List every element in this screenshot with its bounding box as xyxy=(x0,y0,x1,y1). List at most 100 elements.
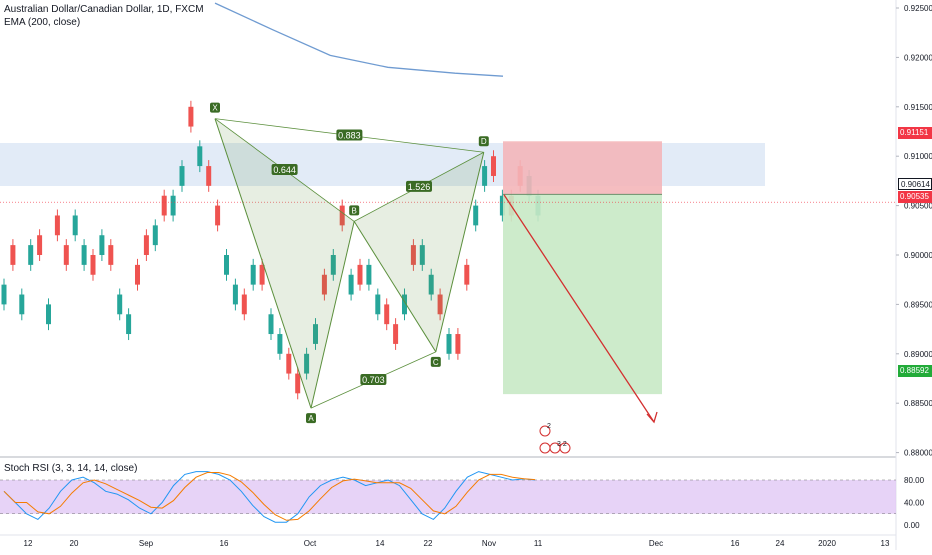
time-tick-label: 13 xyxy=(881,539,890,548)
pattern-point-badge xyxy=(306,413,316,424)
time-tick-label: 20 xyxy=(70,539,79,548)
candle-body xyxy=(81,245,87,265)
ratio-label-1: 0.703 xyxy=(362,375,385,385)
symbol-legend[interactable]: Australian Dollar/Canadian Dollar, 1D, F… xyxy=(4,4,204,15)
target-price-tag: 0.88592 xyxy=(898,365,932,377)
stop-loss-zone xyxy=(503,141,662,195)
time-tick-label: Oct xyxy=(304,539,317,548)
candle-body xyxy=(206,166,212,186)
candle-body xyxy=(143,235,149,255)
current-price-tag: 0.90614 xyxy=(898,178,932,190)
event-icon xyxy=(559,442,571,454)
time-tick-label: 24 xyxy=(776,539,785,548)
ema-legend[interactable]: EMA (200, close) xyxy=(4,17,81,28)
price-tick-label: 0.91500 xyxy=(904,103,932,112)
candle-body xyxy=(37,235,43,255)
pattern-leg xyxy=(214,118,312,409)
candle-body xyxy=(473,205,479,226)
time-tick-label: 16 xyxy=(220,539,229,548)
candle-body xyxy=(28,245,34,265)
event-icon xyxy=(539,425,551,437)
price-tick-label: 0.89000 xyxy=(904,350,932,359)
time-tick-label: 11 xyxy=(534,539,543,548)
candle-body xyxy=(499,195,505,216)
time-tick-label: Dec xyxy=(649,539,663,548)
candle-body xyxy=(491,156,496,176)
candle-body xyxy=(135,264,140,285)
candle-body xyxy=(19,294,25,315)
candle-body xyxy=(117,294,123,315)
candle-body xyxy=(402,294,407,315)
candle-body xyxy=(384,304,390,325)
candle-body xyxy=(250,264,256,285)
candle-body xyxy=(197,146,203,167)
candle-body xyxy=(232,284,238,305)
candle-body xyxy=(330,255,336,275)
candle-body xyxy=(482,166,488,186)
candle-body xyxy=(108,245,114,265)
candle-body xyxy=(295,373,301,394)
stoch-rsi-legend[interactable]: Stoch RSI (3, 3, 14, 14, close) xyxy=(4,463,138,474)
candle-body xyxy=(428,274,434,295)
candle-body xyxy=(54,215,60,236)
pattern-point-C: C xyxy=(433,358,439,367)
price-tick-label: 0.91000 xyxy=(904,152,932,161)
candle-body xyxy=(437,294,443,315)
stoch-k-line xyxy=(3,471,536,523)
candle-body xyxy=(277,334,283,354)
candle-body xyxy=(99,235,105,255)
price-tick-label: 0.89500 xyxy=(904,300,932,309)
stop-price-tag: 0.91151 xyxy=(898,127,932,139)
ratio-badge xyxy=(360,373,387,385)
pattern-point-badge xyxy=(210,102,220,113)
candle-body xyxy=(410,245,416,265)
pattern-point-X: X xyxy=(212,104,218,113)
candle-body xyxy=(63,245,69,265)
projection-arrowhead xyxy=(646,411,658,424)
candle-body xyxy=(357,264,363,285)
pattern-point-B: B xyxy=(352,206,357,215)
candle-body xyxy=(224,255,229,275)
ratio-label-2: 1.526 xyxy=(408,182,431,192)
candle-body xyxy=(1,284,7,305)
price-tick-label: 0.92000 xyxy=(904,53,932,62)
candle-body xyxy=(464,264,470,285)
ratio-label-0: 0.644 xyxy=(273,165,296,175)
pattern-leg xyxy=(435,152,485,352)
candle-body xyxy=(455,334,461,354)
candle-body xyxy=(348,274,354,295)
price-tick-label: 0.90000 xyxy=(904,251,932,260)
take-profit-zone xyxy=(503,194,662,395)
candle-body xyxy=(268,314,274,335)
candle-body xyxy=(286,353,292,374)
last-price-tag: 0.90535 xyxy=(898,191,932,203)
price-tick-label: 0.88000 xyxy=(904,449,932,458)
candle-body xyxy=(419,245,425,265)
candle-body xyxy=(215,205,221,226)
pattern-point-badge xyxy=(430,356,441,367)
projection-arrow xyxy=(503,194,655,423)
pattern-leg xyxy=(353,221,437,353)
pattern-point-D: D xyxy=(481,137,487,146)
candle-body xyxy=(304,353,310,374)
pattern-xab xyxy=(215,118,355,409)
candle-body xyxy=(321,274,327,295)
candle-body xyxy=(179,166,185,186)
pattern-point-A: A xyxy=(308,414,314,423)
event-count-bottom: 3 2 xyxy=(557,441,567,448)
time-tick-label: 14 xyxy=(376,539,385,548)
pattern-leg xyxy=(310,221,355,409)
time-tick-label: 16 xyxy=(731,539,740,548)
ema-200-line xyxy=(214,2,504,77)
candle-body xyxy=(161,195,167,216)
time-tick-label: Nov xyxy=(482,539,496,548)
ratio-label-3: 0.883 xyxy=(338,130,361,140)
rsi-tick-label: 80.00 xyxy=(904,476,925,485)
time-tick-label: 22 xyxy=(424,539,433,548)
candle-body xyxy=(10,245,16,265)
rsi-tick-label: 40.00 xyxy=(904,499,925,508)
price-tick-label: 0.88500 xyxy=(904,399,932,408)
time-tick-label: 12 xyxy=(24,539,33,548)
